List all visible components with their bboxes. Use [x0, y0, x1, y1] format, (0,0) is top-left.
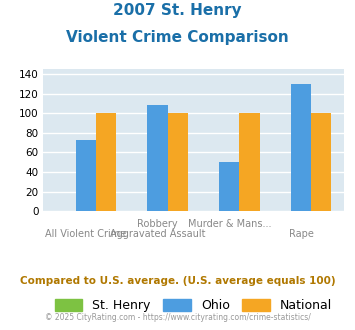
Text: Aggravated Assault: Aggravated Assault	[110, 229, 205, 239]
Bar	[240, 113, 260, 211]
Bar	[291, 84, 311, 211]
Text: Murder & Mans...: Murder & Mans...	[188, 219, 271, 229]
Text: Rape: Rape	[289, 229, 314, 239]
Bar	[311, 113, 332, 211]
Text: Compared to U.S. average. (U.S. average equals 100): Compared to U.S. average. (U.S. average …	[20, 276, 335, 285]
Text: Violent Crime Comparison: Violent Crime Comparison	[66, 30, 289, 45]
Bar	[76, 140, 96, 211]
Legend: St. Henry, Ohio, National: St. Henry, Ohio, National	[51, 295, 336, 316]
Bar	[147, 105, 168, 211]
Bar	[219, 162, 240, 211]
Text: Robbery: Robbery	[137, 219, 178, 229]
Text: © 2025 CityRating.com - https://www.cityrating.com/crime-statistics/: © 2025 CityRating.com - https://www.city…	[45, 314, 310, 322]
Text: 2007 St. Henry: 2007 St. Henry	[113, 3, 242, 18]
Bar	[96, 113, 116, 211]
Bar	[168, 113, 188, 211]
Text: All Violent Crime: All Violent Crime	[45, 229, 126, 239]
